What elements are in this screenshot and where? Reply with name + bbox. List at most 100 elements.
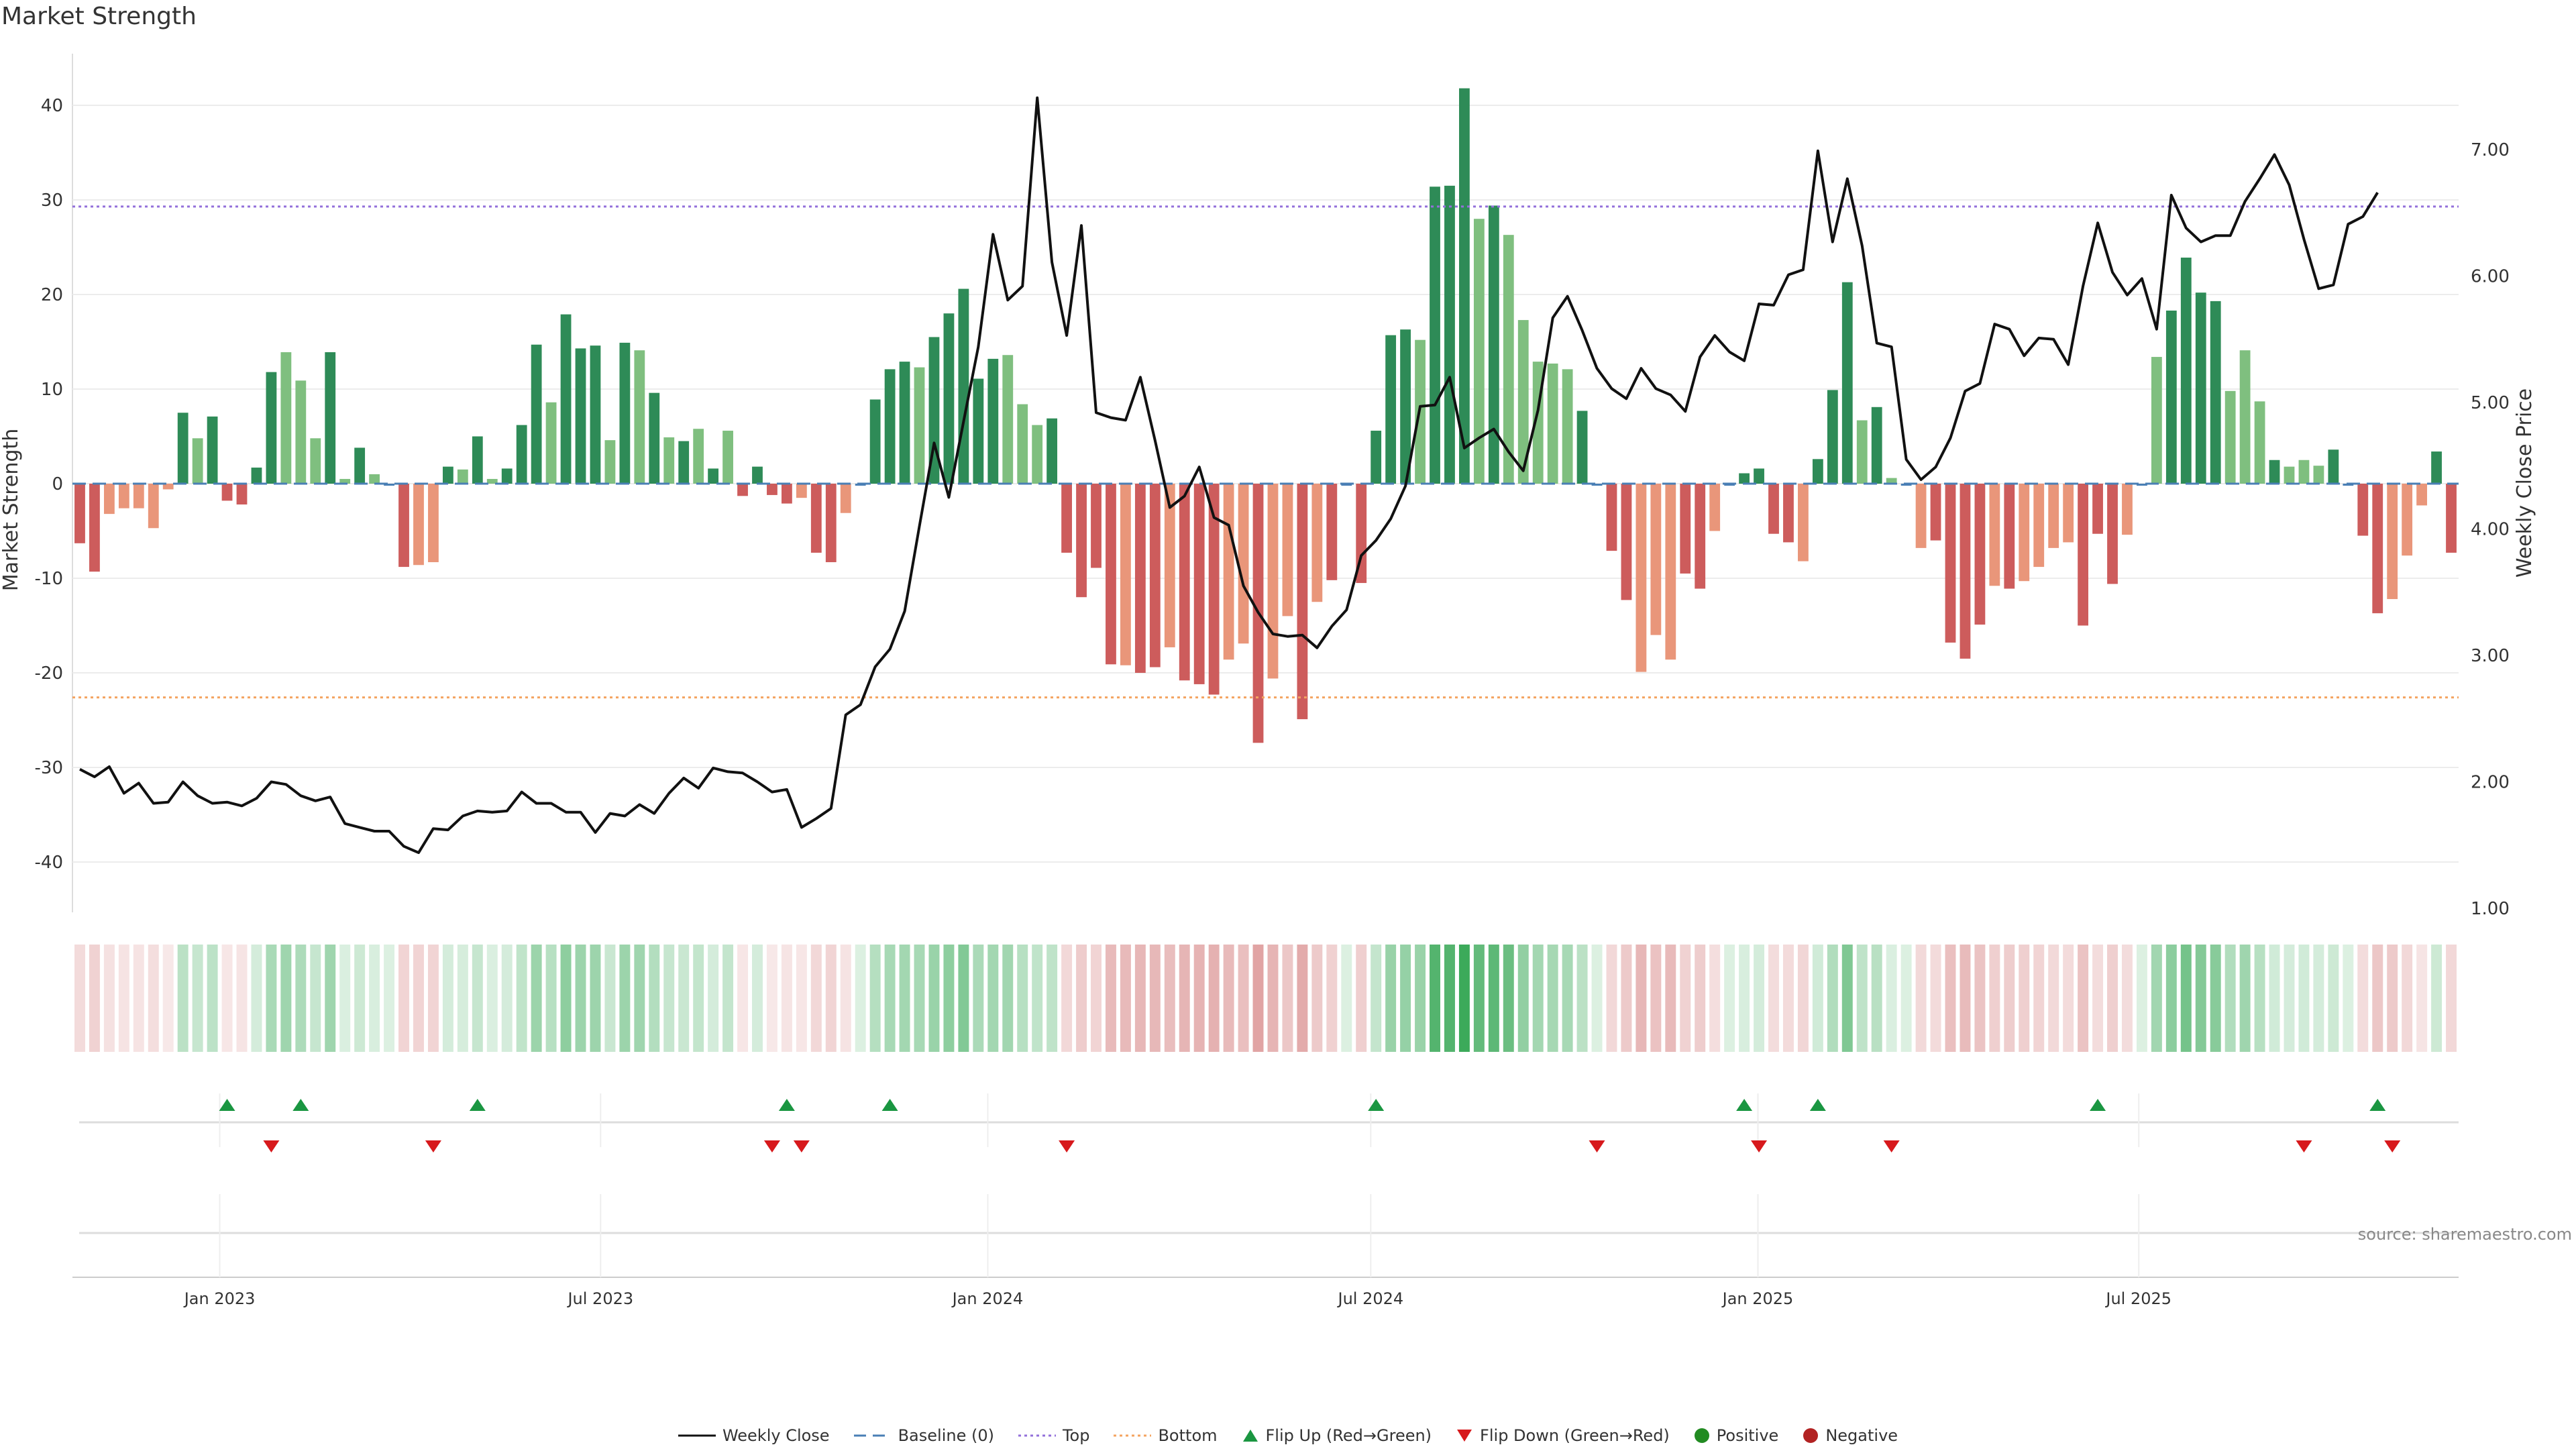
heat-cell	[2269, 945, 2280, 1052]
legend-label: Baseline (0)	[898, 1426, 994, 1445]
flip-up-marker	[469, 1099, 486, 1111]
strength-bar	[2239, 350, 2251, 484]
strength-bar	[1297, 484, 1308, 720]
strength-bar	[1562, 369, 1573, 484]
strength-bar	[192, 438, 203, 484]
heat-cell	[1400, 945, 1411, 1052]
heat-cell	[545, 945, 557, 1052]
strength-bar	[118, 484, 129, 508]
heat-cell	[1061, 945, 1073, 1052]
strength-bar	[2195, 292, 2206, 484]
strength-bar	[1193, 484, 1205, 684]
legend-flip-up[interactable]: Flip Up (Red→Green)	[1242, 1426, 1432, 1445]
strength-bar	[1091, 484, 1102, 568]
legend-bottom[interactable]: Bottom	[1114, 1426, 1218, 1445]
strength-bar	[1076, 484, 1087, 598]
x-tick-label: Jan 2023	[183, 1289, 256, 1308]
heat-cell	[413, 945, 424, 1052]
heat-cell	[1886, 945, 1897, 1052]
flip-down-marker	[1589, 1140, 1605, 1152]
flip-up-marker	[292, 1099, 309, 1111]
strength-bar	[2048, 484, 2059, 548]
heat-cell	[1473, 945, 1485, 1052]
strength-bar	[928, 337, 940, 484]
top-dotted-icon	[1018, 1434, 1056, 1437]
heat-cell	[2180, 945, 2192, 1052]
strength-bar	[413, 484, 424, 566]
strength-bar	[1665, 484, 1676, 660]
source-note: source: sharemaestro.com	[2357, 1225, 2572, 1244]
strength-bar	[2446, 484, 2457, 553]
legend-flip-down[interactable]: Flip Down (Green→Red)	[1456, 1426, 1670, 1445]
heat-cell	[560, 945, 572, 1052]
x-tick-label: Jan 2025	[1721, 1289, 1794, 1308]
heat-cell	[2004, 945, 2015, 1052]
strength-bar	[943, 313, 955, 484]
strength-bar	[2210, 301, 2221, 484]
strength-bar	[398, 484, 409, 568]
heat-cell	[221, 945, 233, 1052]
strength-bar	[604, 440, 616, 484]
heat-cell	[752, 945, 763, 1052]
strength-bar	[1046, 418, 1058, 484]
strength-bar	[310, 438, 321, 484]
heat-cell	[869, 945, 881, 1052]
strength-bar	[2387, 484, 2398, 600]
heat-cell	[133, 945, 144, 1052]
legend-label: Weekly Close	[722, 1426, 830, 1445]
strength-bar	[1400, 329, 1411, 484]
heat-cell	[1782, 945, 1794, 1052]
heat-cell	[1311, 945, 1323, 1052]
heat-cell	[384, 945, 395, 1052]
strength-bar	[442, 466, 453, 484]
legend-baseline[interactable]: Baseline (0)	[853, 1426, 994, 1445]
strength-bar	[1326, 484, 1338, 580]
strength-bar	[884, 369, 896, 484]
strength-bar	[663, 437, 675, 484]
legend-label: Bottom	[1158, 1426, 1218, 1445]
strength-bar	[2298, 460, 2310, 484]
heat-cell	[2107, 945, 2118, 1052]
strength-bar	[472, 436, 483, 484]
strength-bar	[1812, 459, 1823, 484]
x-tick-label: Jul 2025	[2104, 1289, 2171, 1308]
heat-cell	[442, 945, 453, 1052]
heat-cell	[928, 945, 940, 1052]
legend-top[interactable]: Top	[1018, 1426, 1089, 1445]
heat-cell	[354, 945, 366, 1052]
right-axis-label: Weekly Close Price	[2513, 388, 2536, 578]
heat-cell	[575, 945, 586, 1052]
heat-cell	[192, 945, 203, 1052]
strength-bar	[1856, 420, 1868, 484]
heat-cell	[486, 945, 498, 1052]
heat-cell	[2298, 945, 2310, 1052]
strength-bar	[266, 372, 277, 484]
heat-cell	[1046, 945, 1058, 1052]
heat-cell	[177, 945, 189, 1052]
legend-weekly-close[interactable]: Weekly Close	[678, 1426, 830, 1445]
heat-cell	[1238, 945, 1249, 1052]
heat-cell	[1709, 945, 1721, 1052]
strength-bar	[840, 484, 851, 513]
legend-positive[interactable]: Positive	[1694, 1426, 1778, 1445]
strength-bar	[2137, 484, 2147, 486]
strength-bar	[295, 380, 307, 484]
heat-cell	[2224, 945, 2236, 1052]
strength-bar	[221, 484, 233, 501]
left-tick-label: 10	[41, 380, 63, 400]
heat-cell	[280, 945, 292, 1052]
strength-bar	[737, 484, 748, 496]
heat-cell	[943, 945, 955, 1052]
strength-bar	[2431, 451, 2442, 484]
strength-bar	[339, 478, 351, 484]
strength-bar	[354, 447, 366, 484]
heat-cell	[1164, 945, 1175, 1052]
heat-cell	[1002, 945, 1014, 1052]
left-tick-label: -30	[35, 758, 63, 778]
strength-bar	[2254, 401, 2265, 484]
legend-negative[interactable]: Negative	[1803, 1426, 1898, 1445]
strength-bar	[575, 348, 586, 484]
strength-bar	[752, 466, 763, 484]
strength-bar	[634, 350, 645, 484]
